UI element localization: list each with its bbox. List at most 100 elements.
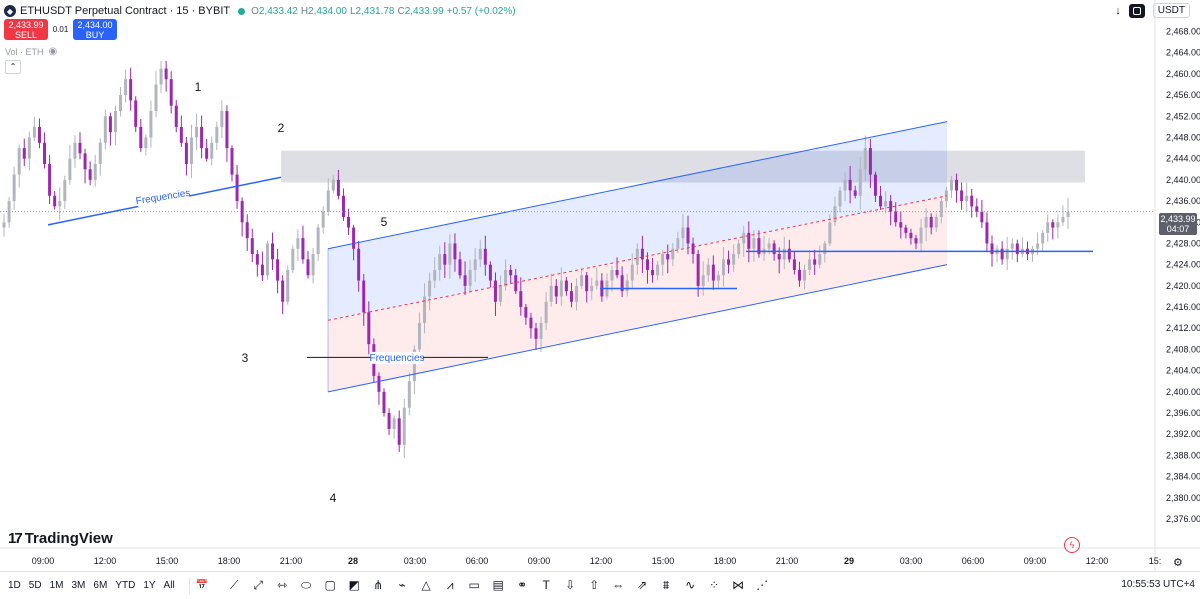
arrow-down-tool-icon[interactable]: ⇩ <box>565 578 576 592</box>
node-tool-icon[interactable]: ⁘ <box>709 578 720 592</box>
candle-body <box>716 275 720 281</box>
candle-body <box>884 201 888 207</box>
pattern-tool-icon[interactable]: ⩘ <box>446 578 454 592</box>
chart-annotation: Frequencies <box>369 353 424 364</box>
path-tool-icon[interactable]: ◩ <box>348 578 360 592</box>
gear-icon[interactable]: ⚙ <box>1173 557 1183 569</box>
line-tool-icon[interactable]: ⟋ <box>229 578 239 592</box>
timeframe-button[interactable]: All <box>163 580 175 591</box>
collapse-legend-button[interactable]: ⌃ <box>5 60 21 74</box>
candle-body <box>184 142 188 164</box>
candle-body <box>752 238 756 249</box>
pitchfork-tool-icon[interactable]: ⋔ <box>373 578 384 592</box>
tradingview-logo[interactable]: 17 TradingView <box>8 530 113 547</box>
arrow-up-tool-icon[interactable]: ⇧ <box>589 578 600 592</box>
candle-body <box>990 243 994 255</box>
candle-body <box>544 301 548 323</box>
triangle-tool-icon[interactable]: △ <box>421 578 431 592</box>
brush-tool-icon[interactable]: ⚭ <box>517 578 528 592</box>
camera-icon[interactable] <box>1128 3 1145 18</box>
candle-body <box>382 391 386 414</box>
candle-body <box>514 275 518 292</box>
magnet-icon[interactable]: ⋈ <box>732 578 745 592</box>
candle-body <box>347 216 351 228</box>
time-tick-label: 12:00 <box>94 556 117 566</box>
candle-body <box>701 275 705 286</box>
candle-body <box>656 264 660 276</box>
candle-body <box>27 137 31 159</box>
rectangle-tool-icon[interactable]: ▢ <box>324 578 336 592</box>
candle-body <box>113 110 117 133</box>
candle-body <box>1041 232 1045 244</box>
candle-body <box>402 407 406 445</box>
timeframe-button[interactable]: YTD <box>115 580 136 591</box>
ray-tool-icon[interactable]: ⇿ <box>277 578 288 592</box>
candle-body <box>98 142 102 164</box>
timeframe-button[interactable]: 1M <box>49 580 64 591</box>
candle-body <box>271 243 275 260</box>
candle-body <box>640 248 644 260</box>
candle-body <box>590 285 594 292</box>
timeframe-button[interactable]: 1Y <box>143 580 156 591</box>
volume-legend[interactable]: Vol · ETH ◉ <box>5 46 58 57</box>
fib-tool-icon[interactable]: ⩩ <box>662 578 670 592</box>
candle-body <box>316 227 320 255</box>
price-tick-label: 2,412.00 <box>1166 323 1200 333</box>
timeframe-button[interactable]: 5D <box>28 580 42 591</box>
timeframe-button[interactable]: 1D <box>8 580 21 591</box>
symbol-header[interactable]: ◆ ETHUSDT Perpetual Contract · 15 · BYBI… <box>4 3 519 19</box>
candle-body <box>73 142 77 159</box>
chart-annotation: 2 <box>278 121 285 135</box>
range-tool-icon[interactable]: ⇔ <box>612 578 625 592</box>
candle-body <box>960 190 964 202</box>
candle-body <box>17 148 21 175</box>
candles <box>2 60 1070 459</box>
zigzag-tool-icon[interactable]: ⋰ <box>756 578 769 592</box>
candle-body <box>387 413 391 429</box>
arrow-down-icon[interactable]: ↓ <box>1115 4 1121 17</box>
ellipse-tool-icon[interactable]: ⬭ <box>301 578 312 592</box>
trade-panel: 2,433.99 SELL 0.01 2,434.00 BUY <box>4 19 117 40</box>
candle-body <box>260 264 264 276</box>
candle-body <box>189 137 193 164</box>
sell-button[interactable]: 2,433.99 SELL <box>4 19 48 40</box>
trend-tool-icon[interactable]: ⤢ <box>253 578 263 592</box>
candle-body <box>423 296 427 323</box>
curve-tool-icon[interactable]: ∿ <box>685 578 696 592</box>
currency-select[interactable]: USDT <box>1152 3 1190 18</box>
candle-body <box>1066 211 1070 217</box>
timeframe-button[interactable]: 3M <box>71 580 86 591</box>
candle-body <box>899 222 903 228</box>
forecast-tool-icon[interactable]: ▤ <box>492 578 504 592</box>
candle-body <box>321 211 325 228</box>
candle-body <box>797 269 801 281</box>
spread-value: 0.01 <box>52 25 69 34</box>
candle-body <box>281 280 285 302</box>
price-tick-label: 2,388.00 <box>1166 450 1200 460</box>
candle-body <box>955 179 959 191</box>
candle-body <box>564 280 568 292</box>
candle-body <box>549 285 553 302</box>
candle-body <box>575 285 579 302</box>
candle-body <box>858 169 862 196</box>
buy-button[interactable]: 2,434.00 BUY <box>73 19 117 40</box>
ohlc-change: +0.57 (+0.02%) <box>446 5 516 17</box>
timeframe-button[interactable]: 6M <box>93 580 108 591</box>
candle-body <box>134 100 138 127</box>
wave-tool-icon[interactable]: ⌁ <box>398 578 406 592</box>
candle-body <box>235 174 239 202</box>
candle-body <box>828 222 832 244</box>
lightning-icon[interactable]: ϟ <box>1064 537 1080 553</box>
candle-body <box>377 375 381 392</box>
candle-body <box>412 349 416 382</box>
eye-icon[interactable]: ◉ <box>48 46 58 57</box>
long-position-icon[interactable]: ⇗ <box>637 578 648 592</box>
candle-body <box>934 216 938 228</box>
candle-body <box>838 190 842 207</box>
calendar-icon[interactable]: 📅 <box>195 580 209 591</box>
ruler-tool-icon[interactable]: ▭ <box>468 578 480 592</box>
text-tool-icon[interactable]: T <box>542 578 550 592</box>
price-tick-label: 2,468.00 <box>1166 27 1200 37</box>
symbol-title[interactable]: ETHUSDT Perpetual Contract · 15 · BYBIT <box>20 5 231 17</box>
